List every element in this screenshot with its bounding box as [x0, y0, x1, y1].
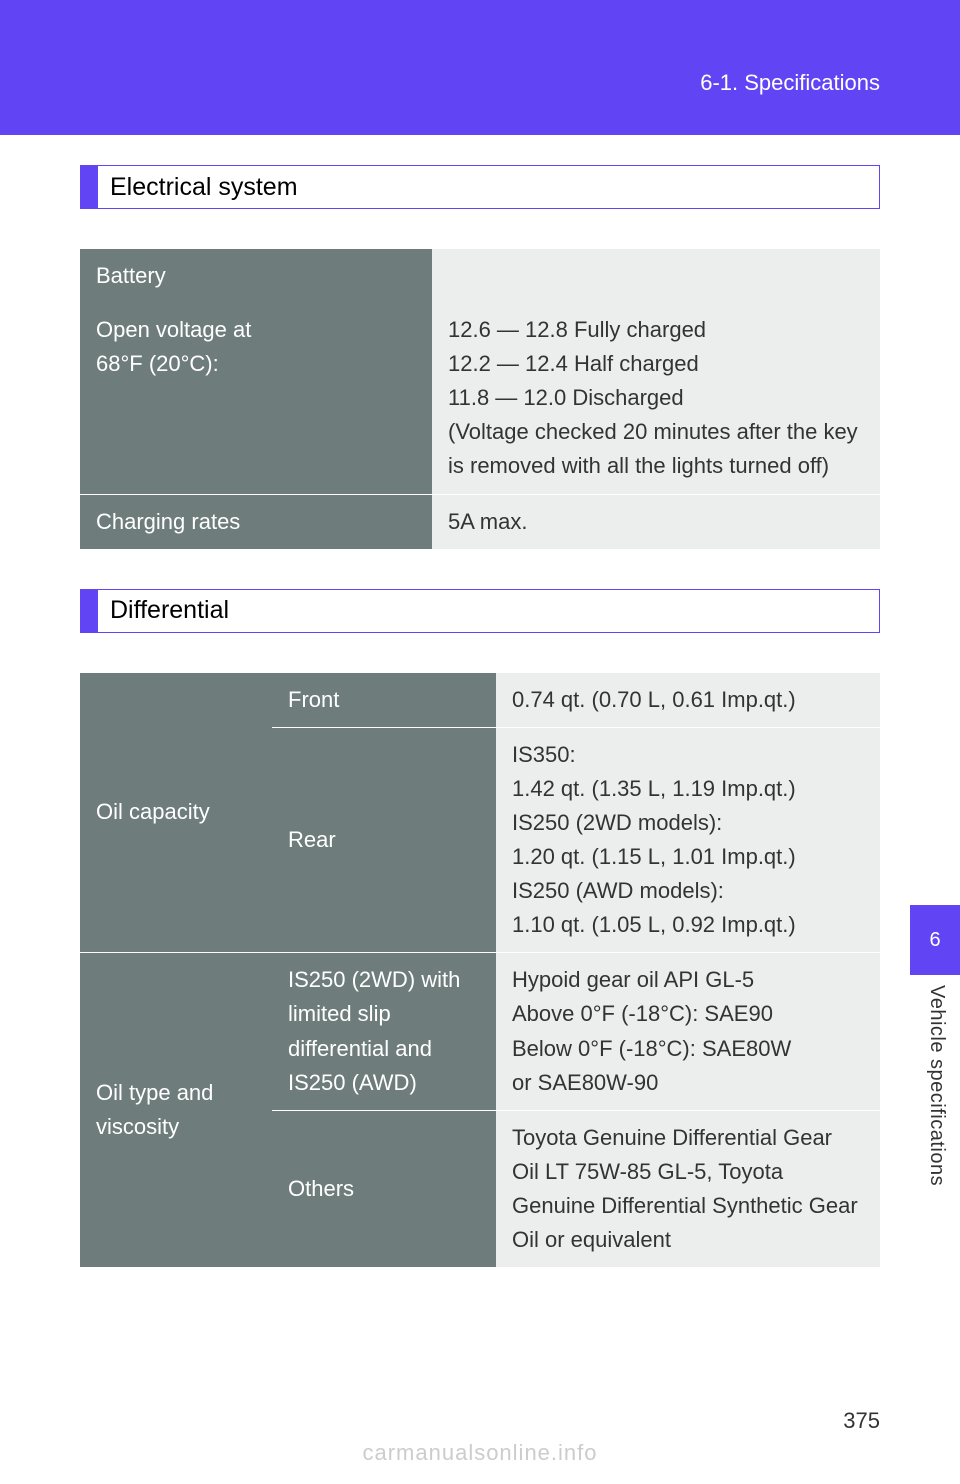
- table-row: Open voltage at 68°F (20°C): 12.6 — 12.8…: [80, 303, 880, 494]
- section-header-electrical: Electrical system: [80, 165, 880, 209]
- cell-slip-label: IS250 (2WD) with limited slip differenti…: [272, 953, 496, 1110]
- page: 6-1. Specifications Electrical system Ba…: [0, 0, 960, 1484]
- cell-others-value: Toyota Genuine Differential Gear Oil LT …: [496, 1110, 880, 1267]
- cell-charging-value: 5A max.: [432, 494, 880, 549]
- page-number: 375: [843, 1408, 880, 1434]
- section-header-differential: Differential: [80, 589, 880, 633]
- cell-slip-value: Hypoid gear oil API GL-5 Above 0°F (-18°…: [496, 953, 880, 1110]
- cell-oil-type-label: Oil type and viscosity: [80, 953, 272, 1267]
- table-row: Battery: [80, 249, 880, 303]
- chapter-title: 6-1. Specifications: [700, 70, 880, 96]
- section-title: Electrical system: [110, 173, 298, 202]
- cell-rear-value: IS350: 1.42 qt. (1.35 L, 1.19 Imp.qt.) I…: [496, 727, 880, 953]
- table-row: Oil capacity Front 0.74 qt. (0.70 L, 0.6…: [80, 673, 880, 728]
- cell-charging-label: Charging rates: [80, 494, 432, 549]
- table-row: Oil type and viscosity IS250 (2WD) with …: [80, 953, 880, 1110]
- cell-others-label: Others: [272, 1110, 496, 1267]
- watermark: carmanualsonline.info: [0, 1440, 960, 1466]
- differential-table: Oil capacity Front 0.74 qt. (0.70 L, 0.6…: [80, 673, 880, 1267]
- section-marker: [80, 165, 98, 209]
- cell-battery-label: Battery: [80, 249, 432, 303]
- table-row: Charging rates 5A max.: [80, 494, 880, 549]
- cell-open-voltage-value: 12.6 — 12.8 Fully charged 12.2 — 12.4 Ha…: [432, 303, 880, 494]
- cell-rear-label: Rear: [272, 727, 496, 953]
- cell-front-label: Front: [272, 673, 496, 728]
- cell-oil-capacity-label: Oil capacity: [80, 673, 272, 953]
- cell-open-voltage-label: Open voltage at 68°F (20°C):: [80, 303, 432, 494]
- side-chapter-tab: 6: [910, 905, 960, 975]
- side-section-label: Vehicle specifications: [925, 985, 948, 1186]
- section-marker: [80, 589, 98, 633]
- cell-front-value: 0.74 qt. (0.70 L, 0.61 Imp.qt.): [496, 673, 880, 728]
- header-bar: [0, 0, 960, 135]
- content-area: Electrical system Battery Open voltage a…: [80, 165, 880, 1267]
- electrical-table: Battery Open voltage at 68°F (20°C): 12.…: [80, 249, 880, 549]
- section-title: Differential: [110, 596, 229, 625]
- cell-empty: [432, 249, 880, 303]
